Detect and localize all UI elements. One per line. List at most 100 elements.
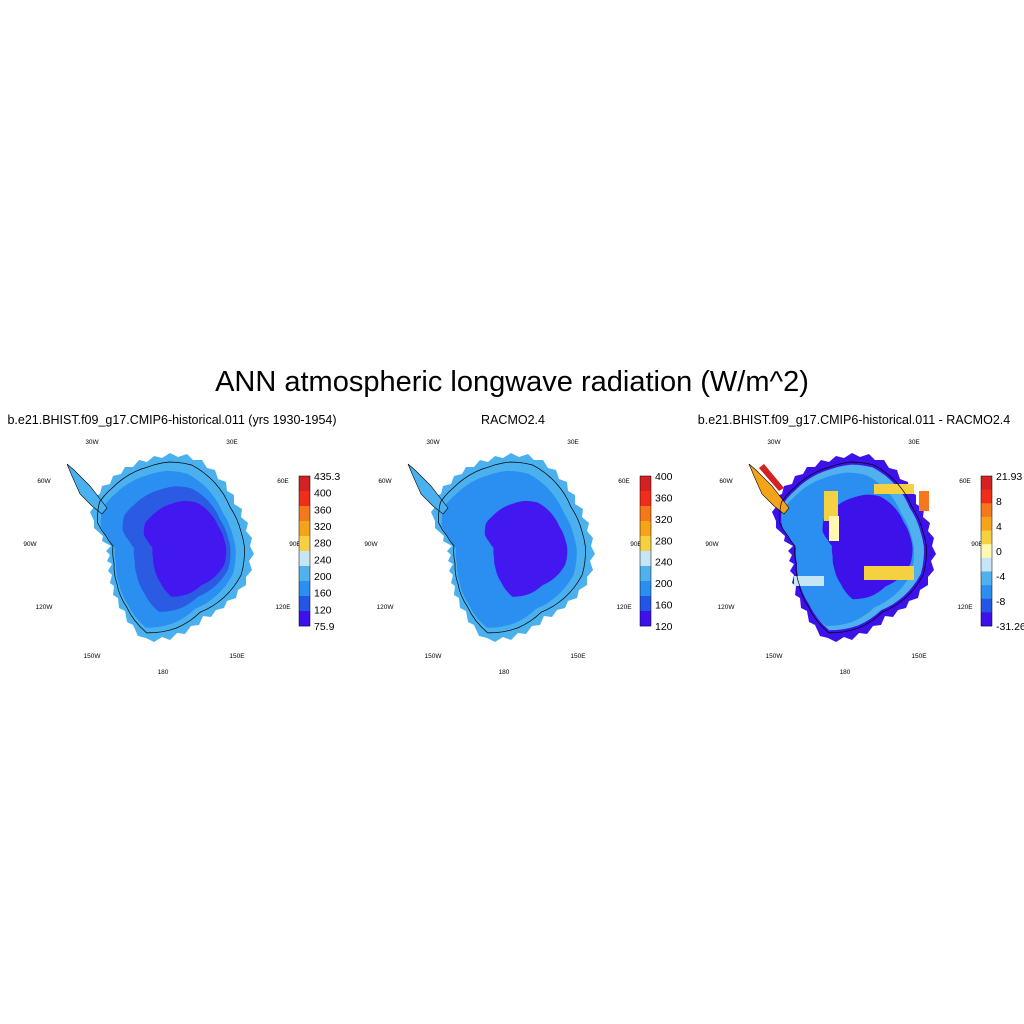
- longitude-label: 60W: [37, 478, 51, 485]
- colorbar-label: 200: [655, 578, 673, 590]
- colorbar-cell: [640, 611, 651, 627]
- field-peninsula-hot: [759, 464, 784, 491]
- colorbar-label: 120: [314, 604, 332, 616]
- colorbar-label: 320: [655, 514, 673, 526]
- longitude-label: 30W: [426, 439, 440, 446]
- colorbar-label: -31.26: [996, 621, 1024, 633]
- colorbar-label: 280: [314, 538, 332, 550]
- panel-racmo: 30W 30E 60W 60E 90W 90E 120W 120E 150W 150E 180 400…: [343, 408, 683, 688]
- longitude-label: 180: [499, 669, 510, 676]
- colorbar-label: 240: [655, 557, 673, 569]
- colorbar-cell: [981, 503, 992, 518]
- longitude-label: 120W: [36, 604, 54, 611]
- colorbar-label: 200: [314, 571, 332, 583]
- colorbar-cell: [981, 598, 992, 613]
- colorbar-cell: [299, 491, 310, 507]
- longitude-label: 60E: [959, 478, 971, 485]
- longitude-label: 60E: [277, 478, 289, 485]
- longitude-label: 150W: [766, 653, 784, 660]
- longitude-label: 90E: [289, 541, 301, 548]
- longitude-label: 90W: [705, 541, 719, 548]
- colorbar-cell: [981, 516, 992, 531]
- longitude-label: 60E: [618, 478, 630, 485]
- colorbar-cell: [981, 489, 992, 504]
- colorbar-cell: [981, 544, 992, 559]
- longitude-label: 120E: [957, 604, 973, 611]
- field-anomaly: [874, 484, 914, 494]
- colorbar-label: 160: [655, 600, 673, 612]
- colorbar-label: 435.3: [314, 471, 340, 483]
- colorbar-cell: [640, 566, 651, 582]
- coastline: [438, 461, 586, 634]
- colorbar-cell: [299, 551, 310, 567]
- colorbar-label: 320: [314, 521, 332, 533]
- longitude-label: 120E: [616, 604, 632, 611]
- panel-difference: 30W 30E 60W 60E 90W 90E 120W 120E 150W 150E 180 21.…: [684, 408, 1024, 688]
- longitude-label: 30E: [908, 439, 920, 446]
- field-anomaly: [829, 516, 839, 541]
- colorbar-cell: [299, 581, 310, 597]
- longitude-label: 180: [840, 669, 851, 676]
- colorbar-cell: [640, 536, 651, 552]
- longitude-label: 120W: [377, 604, 395, 611]
- colorbar-label: 280: [655, 535, 673, 547]
- colorbar: 435.3 400 360 320 280 240 200 160 120 75.9: [298, 471, 340, 633]
- colorbar-label: -8: [996, 596, 1005, 608]
- longitude-label: 150W: [425, 653, 443, 660]
- colorbar-cell: [640, 476, 651, 492]
- longitude-label: 180: [158, 669, 169, 676]
- antarctica-map: 30W 30E 60W 60E 90W 90E 120W 120E 150W 150E 180 21.…: [705, 439, 1024, 676]
- field-core: [143, 500, 227, 597]
- field-anomaly: [794, 576, 824, 586]
- colorbar-cell: [299, 536, 310, 552]
- map-field: [749, 453, 936, 642]
- longitude-label: 90W: [364, 541, 378, 548]
- field-anomaly: [824, 491, 838, 521]
- field-peninsula: [749, 464, 789, 514]
- longitude-label: 150E: [570, 653, 586, 660]
- longitude-label: 30E: [226, 439, 238, 446]
- colorbar-label: 400: [655, 471, 673, 483]
- colorbar-cell: [299, 566, 310, 582]
- colorbar-cell: [981, 571, 992, 586]
- colorbar-cell: [981, 612, 992, 627]
- antarctica-map: 30W 30E 60W 60E 90W 90E 120W 120E 150W 150E 180 400…: [364, 439, 673, 676]
- colorbar-label: 75.9: [314, 621, 335, 633]
- colorbar-label: 21.93: [996, 471, 1022, 483]
- peninsula-coastline: [66, 463, 108, 515]
- peninsula-coastline: [748, 463, 790, 515]
- longitude-label: 90E: [971, 541, 983, 548]
- colorbar-cell: [640, 581, 651, 597]
- longitude-label: 90E: [630, 541, 642, 548]
- colorbar: 400 360 320 280 240 200 160 120: [639, 471, 673, 633]
- colorbar-cell: [981, 530, 992, 545]
- antarctica-map: 30W 30E 60W 60E 90W 90E 120W 120E 150W 150E 180 435…: [23, 439, 340, 676]
- peninsula-coastline: [407, 463, 449, 515]
- panel-title: RACMO2.4: [481, 413, 545, 427]
- field-anomaly: [864, 566, 914, 580]
- longitude-label: 150E: [229, 653, 245, 660]
- colorbar-label: 120: [655, 621, 673, 633]
- colorbar: 21.93 8 4 0 -4 -8 -31.26: [980, 471, 1024, 633]
- longitude-label: 120W: [718, 604, 736, 611]
- longitude-label: 150W: [84, 653, 102, 660]
- colorbar-label: -4: [996, 571, 1005, 583]
- colorbar-cell: [299, 611, 310, 627]
- longitude-label: 30E: [567, 439, 579, 446]
- coastline: [779, 461, 927, 634]
- colorbar-cell: [299, 596, 310, 612]
- colorbar-cell: [981, 557, 992, 572]
- colorbar-label: 360: [655, 492, 673, 504]
- colorbar-cell: [640, 551, 651, 567]
- colorbar-cell: [640, 521, 651, 537]
- longitude-label: 120E: [275, 604, 291, 611]
- field-peninsula: [67, 464, 107, 514]
- colorbar-cell: [299, 506, 310, 522]
- colorbar-label: 400: [314, 488, 332, 500]
- field-peninsula: [408, 464, 448, 514]
- coastline: [97, 461, 245, 634]
- colorbar-label: 240: [314, 554, 332, 566]
- longitude-label: 60W: [378, 478, 392, 485]
- colorbar-cell: [299, 476, 310, 492]
- colorbar-label: 0: [996, 546, 1002, 558]
